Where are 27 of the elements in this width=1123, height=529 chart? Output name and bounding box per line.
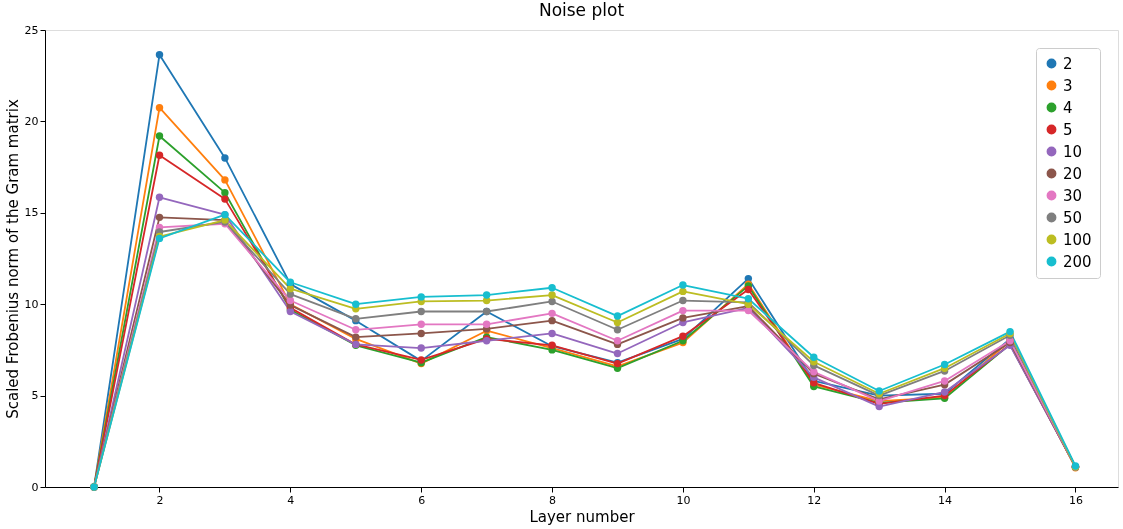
y-tick-label: 15 xyxy=(24,206,39,220)
x-tick-label: 8 xyxy=(549,493,557,507)
y-tick-label: 25 xyxy=(24,23,39,37)
legend-label: 5 xyxy=(1063,120,1073,139)
legend-label: 100 xyxy=(1063,230,1092,249)
legend-label: 20 xyxy=(1063,164,1083,183)
legend-label: 10 xyxy=(1063,142,1083,161)
y-axis-title: Scaled Frobenius norm of the Gram matrix xyxy=(3,99,22,419)
x-tick-label: 14 xyxy=(938,493,953,507)
y-tick-label: 10 xyxy=(24,297,39,311)
legend-label: 200 xyxy=(1063,252,1092,271)
x-tick-label: 2 xyxy=(156,493,164,507)
chart-title: Noise plot xyxy=(538,0,625,20)
legend-label: 50 xyxy=(1063,208,1083,227)
x-tick-label: 4 xyxy=(287,493,295,507)
x-tick-label: 10 xyxy=(676,493,691,507)
x-tick-label: 16 xyxy=(1068,493,1083,507)
legend-label: 3 xyxy=(1063,76,1073,95)
x-tick-label: 12 xyxy=(807,493,822,507)
y-tick-label: 20 xyxy=(24,114,39,128)
y-tick-label: 0 xyxy=(31,480,39,494)
legend-label: 30 xyxy=(1063,186,1083,205)
y-tick-label: 5 xyxy=(31,389,39,403)
x-axis-title: Layer number xyxy=(529,507,636,526)
legend-label: 2 xyxy=(1063,54,1073,73)
legend-label: 4 xyxy=(1063,98,1073,117)
x-tick-label: 6 xyxy=(418,493,426,507)
